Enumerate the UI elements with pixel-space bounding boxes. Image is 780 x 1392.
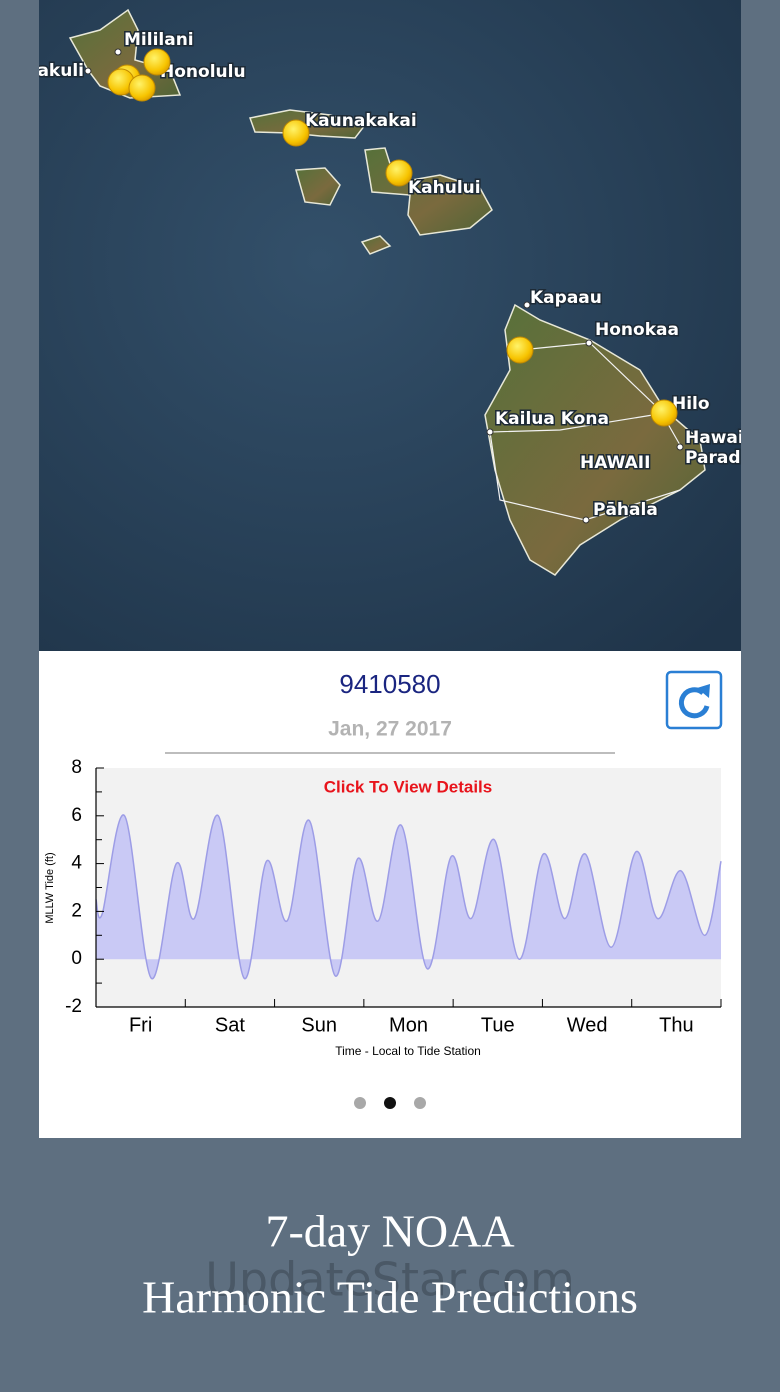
map-label: akuli xyxy=(37,61,84,81)
x-axis-label: Time - Local to Tide Station xyxy=(335,1044,481,1058)
page-dots xyxy=(354,1097,426,1109)
station-marker[interactable] xyxy=(506,336,534,364)
station-marker[interactable] xyxy=(385,159,413,187)
station-markers xyxy=(107,48,678,427)
tide-chart[interactable]: -2 0 2 4 6 8 Fri Sat Sun Mon Tue Wed Thu Click To Vie… xyxy=(44,757,722,1058)
refresh-button[interactable] xyxy=(665,670,723,730)
map-label: Kaunakakai xyxy=(305,111,417,131)
y-tick-label: 6 xyxy=(71,805,82,826)
map-label: Parad xyxy=(685,448,741,468)
map[interactable]: Mililani akuli Honolulu Kaunakakai Kahului Ka… xyxy=(37,0,743,651)
chart-annotation: Click To View Details xyxy=(324,777,493,796)
tide-line xyxy=(95,814,722,980)
x-tick-label: Fri xyxy=(129,1014,152,1036)
y-tick-label: 8 xyxy=(71,757,82,778)
map-label: Honolulu xyxy=(160,62,246,82)
x-tick-label: Wed xyxy=(567,1014,608,1036)
station-marker[interactable] xyxy=(282,119,310,147)
map-label: Mililani xyxy=(124,30,194,50)
page-dot[interactable] xyxy=(384,1097,396,1109)
y-tick-label: 0 xyxy=(71,948,82,969)
x-tick-label: Sun xyxy=(301,1014,337,1036)
map-label: Hilo xyxy=(672,394,710,414)
y-tick-label: 4 xyxy=(71,853,82,874)
map-label: Pāhala xyxy=(593,500,658,520)
islands xyxy=(68,8,706,576)
y-axis-label: MLLW Tide (ft) xyxy=(44,852,56,923)
y-tick-label: 2 xyxy=(71,900,82,921)
map-label: Kapaau xyxy=(530,288,602,308)
date: Jan, 27 2017 xyxy=(328,718,452,741)
station-id: 9410580 xyxy=(339,669,440,699)
x-tick-label: Sat xyxy=(215,1014,245,1036)
x-tick-label: Mon xyxy=(389,1014,428,1036)
x-tick-label: Thu xyxy=(659,1014,693,1036)
station-marker[interactable] xyxy=(128,74,156,102)
station-marker[interactable] xyxy=(143,48,171,76)
tide-area xyxy=(96,814,721,979)
y-tick-label: -2 xyxy=(65,996,82,1017)
page-dot[interactable] xyxy=(354,1097,366,1109)
map-label: HAWAII xyxy=(580,453,650,473)
map-label: Hawai xyxy=(685,428,744,448)
map-label: Honokaa xyxy=(595,320,679,340)
x-tick-label: Tue xyxy=(481,1014,515,1036)
roads xyxy=(489,342,681,521)
caption-line: 7-day NOAA xyxy=(265,1206,514,1257)
caption-line: Harmonic Tide Predictions xyxy=(142,1272,638,1323)
map-label: Kahului xyxy=(408,178,481,198)
page-dot[interactable] xyxy=(414,1097,426,1109)
watermark: UpdateStar.com xyxy=(205,1253,575,1307)
station-marker[interactable] xyxy=(650,399,678,427)
map-sea xyxy=(39,0,741,651)
town-dots xyxy=(84,48,684,524)
map-label: Kailua Kona xyxy=(495,409,609,429)
